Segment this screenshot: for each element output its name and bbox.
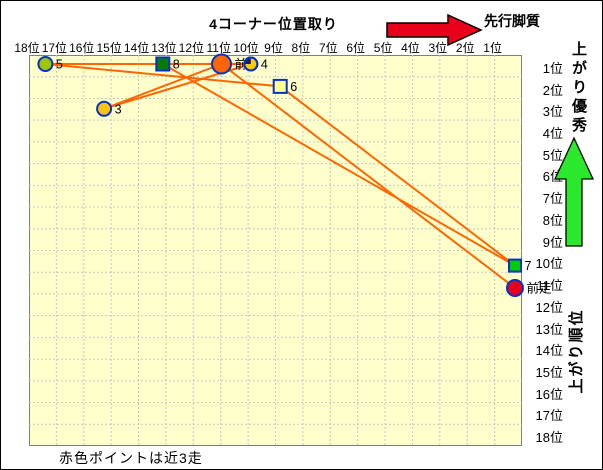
x-axis-tick: 3位 <box>428 41 448 55</box>
y-axis-tick: 10位 <box>535 256 563 272</box>
y-axis-tick: 9位 <box>542 234 563 250</box>
front-runner-style-label: 先行脚質 <box>484 13 540 29</box>
last3f-excellent-caption: 上がり優秀 <box>570 41 587 136</box>
y-axis-tick: 7位 <box>542 191 563 207</box>
y-axis-tick: 15位 <box>535 364 563 380</box>
y-axis-tick: 1位 <box>542 60 563 76</box>
x-axis-tick: 5位 <box>373 41 393 55</box>
y-axis-tick: 5位 <box>542 147 563 163</box>
x-axis-tick: 12位 <box>178 41 204 55</box>
x-axis-tick: 16位 <box>69 41 95 55</box>
x-axis-tick: 2位 <box>455 41 475 55</box>
up-arrow-icon <box>553 136 595 247</box>
y-axis-tick: 8位 <box>542 212 563 228</box>
x-axis-tick: 11位 <box>206 41 231 55</box>
green-arrow-shape <box>553 136 595 247</box>
x-axis-tick: 4位 <box>401 41 420 55</box>
y-axis-tick: 4位 <box>542 126 563 142</box>
x-axis-tick: 8位 <box>291 41 311 55</box>
y-axis-tick: 18位 <box>535 430 563 446</box>
y-axis-tick: 13位 <box>535 321 563 337</box>
front-runner-arrow-icon <box>386 13 483 47</box>
x-axis-tick: 13位 <box>151 41 177 55</box>
x-axis-tick: 1位 <box>483 41 502 55</box>
x-axis-tick: 10位 <box>233 41 259 55</box>
plot-area <box>29 55 522 446</box>
red-arrow-shape <box>386 13 483 47</box>
y-axis-tick: 3位 <box>542 104 563 120</box>
x-axis-tick: 15位 <box>96 41 122 55</box>
last3f-rank-caption: 上がり順位 <box>568 308 585 394</box>
y-axis-tick: 2位 <box>542 82 563 98</box>
y-axis-tick: 11位 <box>536 278 564 294</box>
x-axis-tick: 9位 <box>264 41 283 55</box>
y-axis-tick: 12位 <box>535 299 563 315</box>
x-axis-tick: 18位 <box>14 41 40 55</box>
y-axis-tick: 16位 <box>535 386 563 402</box>
x-axis-tick: 6位 <box>346 41 366 55</box>
y-axis-tick: 14位 <box>535 343 563 359</box>
y-axis-tick: 17位 <box>535 408 563 424</box>
red-points-footnote: 赤色ポイントは近3走 <box>59 450 203 466</box>
chart-title: 4コーナー位置取り <box>209 16 338 32</box>
x-axis-tick: 14位 <box>123 41 150 55</box>
x-axis-tick: 7位 <box>318 41 338 55</box>
x-axis-tick: 17位 <box>41 41 68 55</box>
